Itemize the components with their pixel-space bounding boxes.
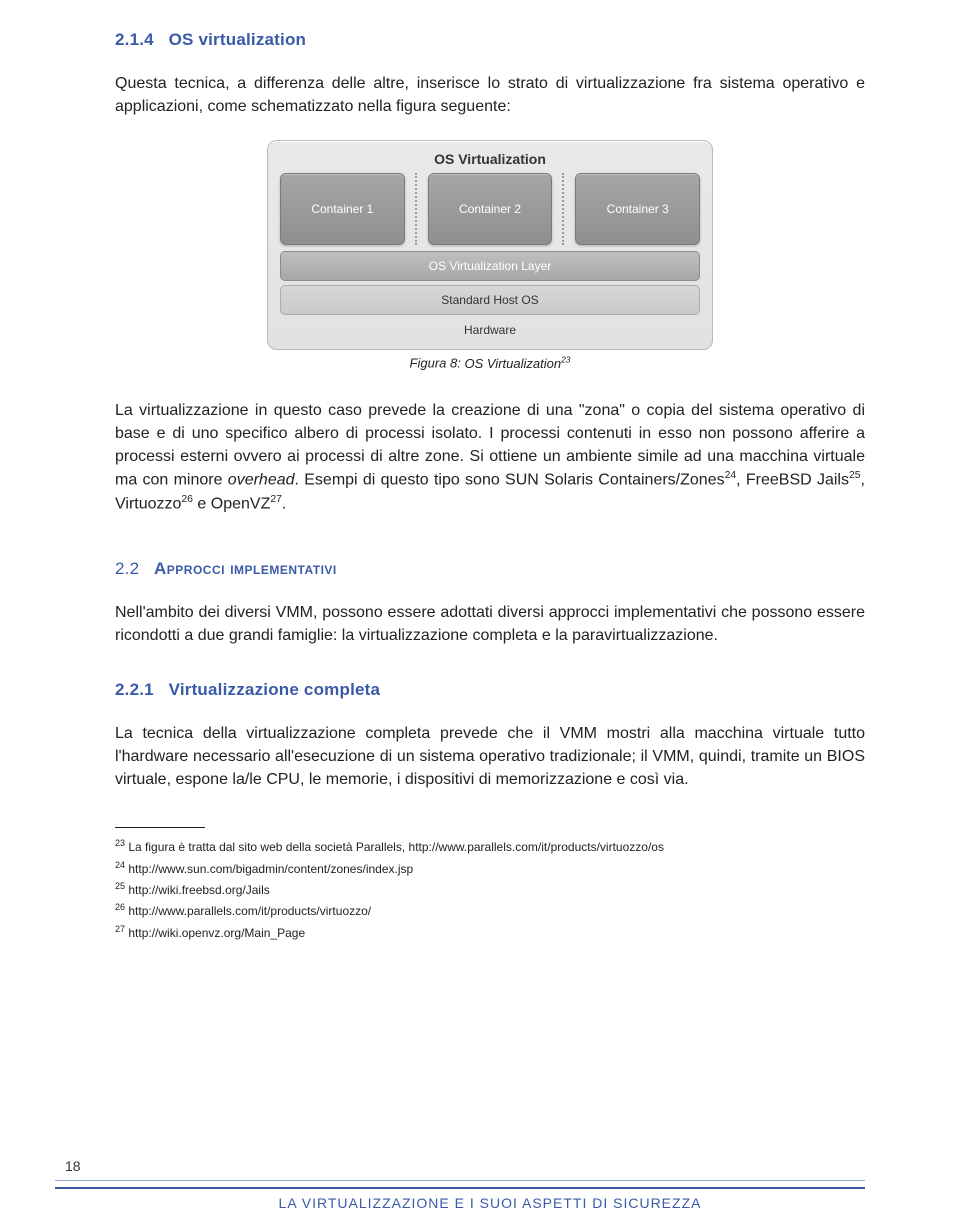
- heading-title: Virtualizzazione completa: [169, 680, 381, 699]
- heading-number: 2.2.1: [115, 680, 154, 699]
- heading-2-2-1: 2.2.1 Virtualizzazione completa: [115, 680, 865, 700]
- container-1: Container 1: [280, 173, 405, 245]
- page-number: 18: [55, 1158, 865, 1174]
- caption-text: OS Virtualization: [464, 356, 561, 371]
- heading-title: Approcci implementativi: [154, 559, 337, 578]
- para-2-2: Nell'ambito dei diversi VMM, possono ess…: [115, 601, 865, 647]
- footnote-23: 23 La figura è tratta dal sito web della…: [115, 836, 865, 857]
- heading-2-2: 2.2 Approcci implementativi: [115, 559, 865, 579]
- footnote-text: La figura è tratta dal sito web della so…: [128, 840, 664, 854]
- divider: [415, 173, 418, 245]
- container-3: Container 3: [575, 173, 700, 245]
- container-2: Container 2: [428, 173, 553, 245]
- virt-layer: OS Virtualization Layer: [280, 251, 700, 281]
- para-2-1-4: Questa tecnica, a differenza delle altre…: [115, 72, 865, 118]
- heading-number: 2.1.4: [115, 30, 154, 49]
- hardware-layer: Hardware: [280, 319, 700, 337]
- page-footer: 18 LA VIRTUALIZZAZIONE E I SUOI ASPETTI …: [0, 1158, 960, 1229]
- os-virtualization-diagram: OS Virtualization Container 1 Container …: [267, 140, 713, 350]
- footnote-27: 27 http://wiki.openvz.org/Main_Page: [115, 922, 865, 943]
- figure-8-caption: Figura 8: OS Virtualization23: [115, 354, 865, 370]
- diagram-title: OS Virtualization: [280, 151, 700, 173]
- footnote-text: http://wiki.openvz.org/Main_Page: [128, 926, 305, 940]
- heading-2-1-4: 2.1.4 OS virtualization: [115, 30, 865, 50]
- heading-number: 2.2: [115, 559, 139, 578]
- footer-rule-thin: [55, 1180, 865, 1181]
- footer-rule: [55, 1187, 865, 1189]
- containers-row: Container 1 Container 2 Container 3: [280, 173, 700, 245]
- footnote-25: 25 http://wiki.freebsd.org/Jails: [115, 879, 865, 900]
- footnote-24: 24 http://www.sun.com/bigadmin/content/z…: [115, 858, 865, 879]
- footnote-rule: [115, 827, 205, 828]
- host-os-layer: Standard Host OS: [280, 285, 700, 315]
- divider: [562, 173, 565, 245]
- footnote-text: http://www.sun.com/bigadmin/content/zone…: [128, 862, 413, 876]
- caption-sup: 23: [561, 354, 570, 364]
- caption-label: Figura 8:: [410, 356, 461, 371]
- para-after-figure: La virtualizzazione in questo caso preve…: [115, 399, 865, 516]
- book-title: LA VIRTUALIZZAZIONE E I SUOI ASPETTI DI …: [115, 1195, 865, 1211]
- figure-8: OS Virtualization Container 1 Container …: [115, 140, 865, 350]
- footnote-26: 26 http://www.parallels.com/it/products/…: [115, 900, 865, 921]
- footnote-text: http://www.parallels.com/it/products/vir…: [128, 904, 371, 918]
- footnote-text: http://wiki.freebsd.org/Jails: [128, 883, 269, 897]
- footnotes: 23 La figura è tratta dal sito web della…: [115, 827, 865, 943]
- para-2-2-1: La tecnica della virtualizzazione comple…: [115, 722, 865, 792]
- heading-title: OS virtualization: [169, 30, 307, 49]
